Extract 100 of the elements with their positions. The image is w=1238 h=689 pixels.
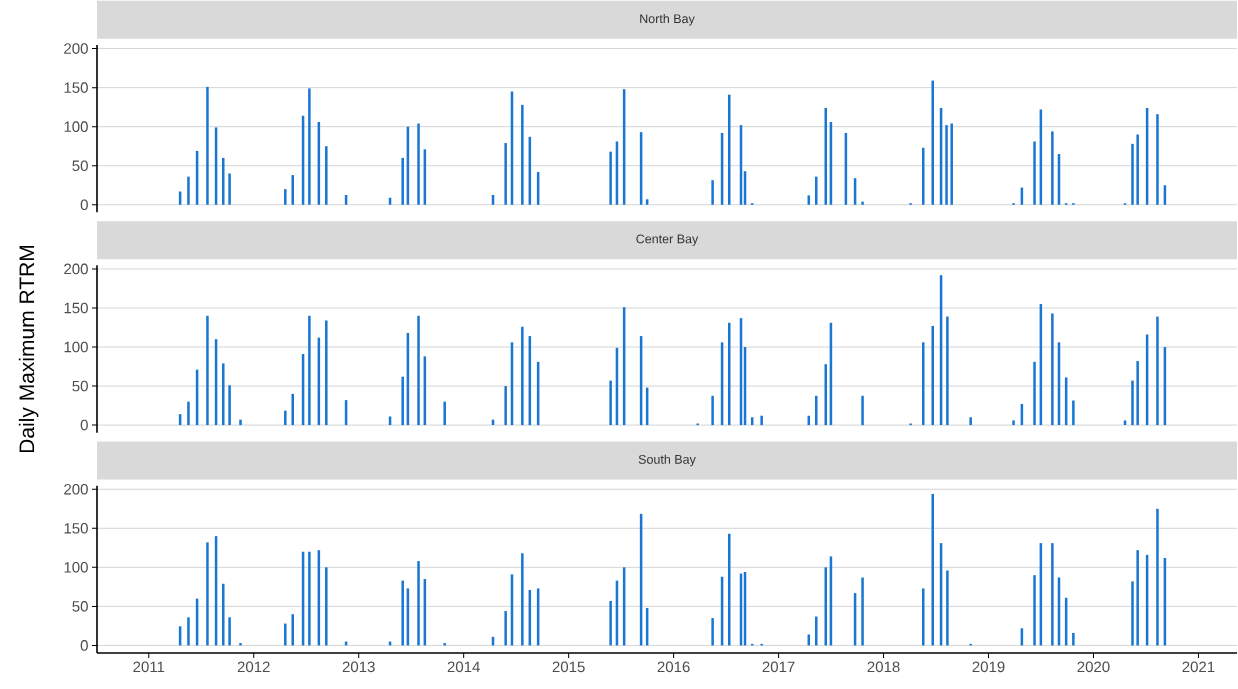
x-tick-label: 2015 xyxy=(552,661,585,673)
bar xyxy=(187,401,190,426)
y-tick-label: 0 xyxy=(80,199,88,211)
bar xyxy=(1051,543,1054,646)
bar xyxy=(815,616,818,646)
bar xyxy=(1072,632,1075,646)
bar xyxy=(1033,141,1036,205)
bar xyxy=(1156,508,1159,646)
y-tick-label: 200 xyxy=(64,43,88,54)
x-tick-label: 2020 xyxy=(1077,661,1110,673)
bar xyxy=(931,80,934,205)
bar xyxy=(443,643,446,646)
y-tick-label: 0 xyxy=(80,419,88,431)
bar xyxy=(931,325,934,426)
bar xyxy=(931,493,934,646)
bar xyxy=(824,364,828,426)
bar xyxy=(1051,131,1054,205)
bar xyxy=(443,401,446,426)
bar xyxy=(815,176,818,205)
bar xyxy=(861,577,864,646)
bar xyxy=(711,180,714,205)
bar xyxy=(861,201,864,205)
bar xyxy=(1012,420,1015,426)
bar xyxy=(861,395,864,426)
bar xyxy=(950,123,953,205)
bar xyxy=(504,143,507,205)
bar xyxy=(417,561,420,646)
bar xyxy=(222,583,225,646)
bar xyxy=(760,415,763,426)
y-tick-label: 150 xyxy=(64,522,88,534)
bar xyxy=(206,315,209,426)
bar xyxy=(1131,143,1134,205)
bar xyxy=(291,175,295,205)
bar xyxy=(1033,575,1036,646)
bar xyxy=(946,316,949,426)
y-axis-title: Daily Maximum RTRM xyxy=(18,245,39,453)
x-tick-label: 2014 xyxy=(447,661,480,673)
bar xyxy=(206,542,209,646)
bar xyxy=(284,623,287,646)
bar xyxy=(308,88,311,205)
bar xyxy=(291,393,295,426)
chart-title: Center Bay xyxy=(636,234,699,246)
bar xyxy=(504,386,507,426)
bar xyxy=(609,600,612,646)
bar xyxy=(325,146,328,205)
bar xyxy=(727,322,731,426)
chart-title: North Bay xyxy=(640,13,695,26)
bar xyxy=(1156,114,1159,205)
x-tick-label: 2013 xyxy=(342,661,375,673)
bar xyxy=(228,617,231,646)
bar xyxy=(504,611,507,646)
x-tick-label: 2017 xyxy=(762,661,795,673)
bar xyxy=(1131,380,1134,426)
bar xyxy=(727,94,731,205)
bar xyxy=(609,380,612,426)
bar xyxy=(609,151,612,205)
y-tick-label: 200 xyxy=(64,483,88,495)
bar xyxy=(284,410,287,426)
bar xyxy=(325,567,328,646)
bar xyxy=(969,417,972,426)
bar xyxy=(1131,581,1134,646)
y-tick-label: 100 xyxy=(64,562,88,573)
bar xyxy=(401,376,404,426)
y-tick-label: 0 xyxy=(80,640,88,651)
bar xyxy=(401,157,404,205)
bar xyxy=(521,553,524,646)
bar xyxy=(946,570,949,646)
bar xyxy=(1136,550,1139,646)
bar xyxy=(521,326,524,426)
bar xyxy=(308,315,311,426)
y-tick-label: 150 xyxy=(64,82,88,93)
bar xyxy=(206,86,209,205)
y-tick-label: 50 xyxy=(72,160,88,172)
bar xyxy=(815,395,818,426)
bar xyxy=(1136,134,1139,205)
bar xyxy=(1156,316,1159,426)
bar xyxy=(222,157,225,205)
y-tick-label: 50 xyxy=(72,380,88,392)
bar xyxy=(824,107,828,205)
bar xyxy=(711,618,714,646)
chart-title: South Bay xyxy=(638,454,696,467)
bar xyxy=(417,123,420,205)
bar xyxy=(325,320,328,426)
bar xyxy=(1033,361,1036,426)
bar xyxy=(291,614,295,646)
bar xyxy=(308,551,311,646)
bar xyxy=(824,567,828,646)
x-tick-label: 2018 xyxy=(867,661,900,673)
bar xyxy=(945,125,948,205)
bar xyxy=(239,419,242,426)
bar xyxy=(727,533,731,646)
y-tick-label: 200 xyxy=(64,263,88,275)
bar xyxy=(521,104,524,205)
y-tick-label: 50 xyxy=(72,601,88,612)
bar xyxy=(228,385,231,426)
x-tick-label: 2012 xyxy=(237,661,270,673)
x-tick-label: 2021 xyxy=(1182,661,1215,673)
x-tick-label: 2016 xyxy=(657,661,690,673)
y-tick-label: 100 xyxy=(64,341,88,353)
bar xyxy=(401,580,404,646)
